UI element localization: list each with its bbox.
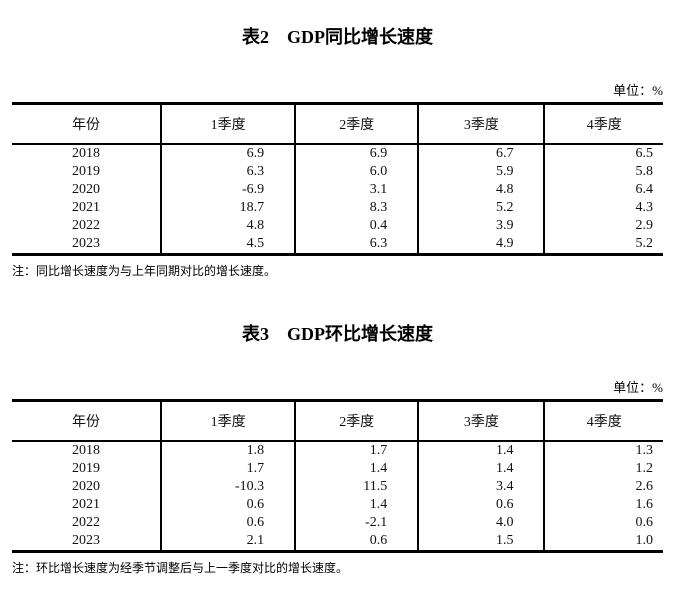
value-cell: 6.0: [294, 163, 419, 181]
year-cell: 2022: [72, 218, 101, 233]
table2-gdp-yoy: 年份 1季度 2季度 3季度 4季度 2018 6.9 6.9 6.7 6.5 …: [12, 102, 663, 256]
table3-col-q4: 4季度: [543, 400, 663, 442]
value-cell: 6.7: [417, 144, 545, 163]
table2-col-year: 年份: [12, 103, 162, 145]
table2-col-q3: 3季度: [417, 103, 545, 145]
table3-gdp-qoq: 年份 1季度 2季度 3季度 4季度 2018 1.8 1.7 1.4 1.3 …: [12, 399, 663, 553]
year-cell: 2021: [72, 497, 101, 512]
value-cell: 4.8: [417, 181, 545, 199]
value-cell: 2.1: [160, 532, 296, 552]
table3-col-year: 年份: [12, 400, 162, 442]
value-cell: 4.0: [417, 514, 545, 532]
year-cell: 2018: [72, 146, 101, 161]
table3-col-q2: 2季度: [294, 400, 419, 442]
table-row: 2023 2.1 0.6 1.5 1.0: [12, 532, 663, 552]
value-cell: 4.5: [160, 235, 296, 255]
table-row: 2022 4.8 0.4 3.9 2.9: [12, 217, 663, 235]
value-cell: 1.4: [294, 460, 419, 478]
value-cell: 1.6: [543, 496, 663, 514]
value-cell: 4.3: [543, 199, 663, 217]
table2-header-row: 年份 1季度 2季度 3季度 4季度: [12, 103, 663, 145]
value-cell: 2.9: [543, 217, 663, 235]
value-cell: 0.6: [417, 496, 545, 514]
table3-unit-label: 单位：%: [613, 380, 663, 395]
year-cell: 2019: [72, 461, 101, 476]
value-cell: 4.8: [160, 217, 296, 235]
value-cell: -10.3: [160, 478, 296, 496]
table2-col-q4: 4季度: [543, 103, 663, 145]
year-cell: 2018: [72, 443, 101, 458]
value-cell: 0.6: [543, 514, 663, 532]
value-cell: 6.4: [543, 181, 663, 199]
value-cell: 2.6: [543, 478, 663, 496]
value-cell: 1.7: [294, 441, 419, 460]
value-cell: 3.1: [294, 181, 419, 199]
value-cell: 6.3: [160, 163, 296, 181]
table-row: 2020 -10.3 11.5 3.4 2.6: [12, 478, 663, 496]
value-cell: 8.3: [294, 199, 419, 217]
value-cell: 1.2: [543, 460, 663, 478]
value-cell: 1.0: [543, 532, 663, 552]
table-row: 2018 6.9 6.9 6.7 6.5: [12, 144, 663, 163]
table3-col-q3: 3季度: [417, 400, 545, 442]
table-row: 2018 1.8 1.7 1.4 1.3: [12, 441, 663, 460]
year-cell: 2021: [72, 200, 101, 215]
value-cell: 6.9: [160, 144, 296, 163]
year-cell: 2023: [72, 533, 101, 548]
year-cell: 2023: [72, 236, 101, 251]
table-row: 2023 4.5 6.3 4.9 5.2: [12, 235, 663, 255]
table2-unit-label: 单位：%: [613, 83, 663, 98]
value-cell: 5.2: [543, 235, 663, 255]
value-cell: 3.4: [417, 478, 545, 496]
table-row: 2019 6.3 6.0 5.9 5.8: [12, 163, 663, 181]
value-cell: 11.5: [294, 478, 419, 496]
value-cell: 6.9: [294, 144, 419, 163]
table2-title: 表2 GDP同比增长速度: [242, 27, 433, 47]
section-qoq-growth: 表3 GDP环比增长速度 单位：% 年份 1季度 2季度 3季度 4季度 201…: [12, 323, 663, 576]
value-cell: 1.4: [417, 441, 545, 460]
value-cell: 6.3: [294, 235, 419, 255]
value-cell: 1.4: [417, 460, 545, 478]
table3-footnote: 注：环比增长速度为经季节调整后与上一季度对比的增长速度。: [12, 561, 349, 575]
value-cell: 1.5: [417, 532, 545, 552]
value-cell: -6.9: [160, 181, 296, 199]
value-cell: 18.7: [160, 199, 296, 217]
value-cell: 5.8: [543, 163, 663, 181]
table2-col-q1: 1季度: [160, 103, 296, 145]
year-cell: 2020: [72, 182, 101, 197]
table3-title: 表3 GDP环比增长速度: [242, 324, 433, 344]
value-cell: 3.9: [417, 217, 545, 235]
value-cell: 5.9: [417, 163, 545, 181]
value-cell: -2.1: [294, 514, 419, 532]
value-cell: 0.4: [294, 217, 419, 235]
value-cell: 4.9: [417, 235, 545, 255]
table2-footnote: 注：同比增长速度为与上年同期对比的增长速度。: [12, 264, 277, 278]
value-cell: 6.5: [543, 144, 663, 163]
value-cell: 1.3: [543, 441, 663, 460]
value-cell: 0.6: [160, 496, 296, 514]
table-row: 2022 0.6 -2.1 4.0 0.6: [12, 514, 663, 532]
value-cell: 0.6: [160, 514, 296, 532]
table2-col-q2: 2季度: [294, 103, 419, 145]
value-cell: 1.8: [160, 441, 296, 460]
table-row: 2020 -6.9 3.1 4.8 6.4: [12, 181, 663, 199]
year-cell: 2022: [72, 515, 101, 530]
value-cell: 0.6: [294, 532, 419, 552]
table-row: 2021 0.6 1.4 0.6 1.6: [12, 496, 663, 514]
table3-header-row: 年份 1季度 2季度 3季度 4季度: [12, 400, 663, 442]
year-cell: 2019: [72, 164, 101, 179]
value-cell: 1.4: [294, 496, 419, 514]
year-cell: 2020: [72, 479, 101, 494]
table3-col-q1: 1季度: [160, 400, 296, 442]
table-row: 2021 18.7 8.3 5.2 4.3: [12, 199, 663, 217]
value-cell: 1.7: [160, 460, 296, 478]
value-cell: 5.2: [417, 199, 545, 217]
section-yoy-growth: 表2 GDP同比增长速度 单位：% 年份 1季度 2季度 3季度 4季度 201…: [12, 26, 663, 279]
table-row: 2019 1.7 1.4 1.4 1.2: [12, 460, 663, 478]
